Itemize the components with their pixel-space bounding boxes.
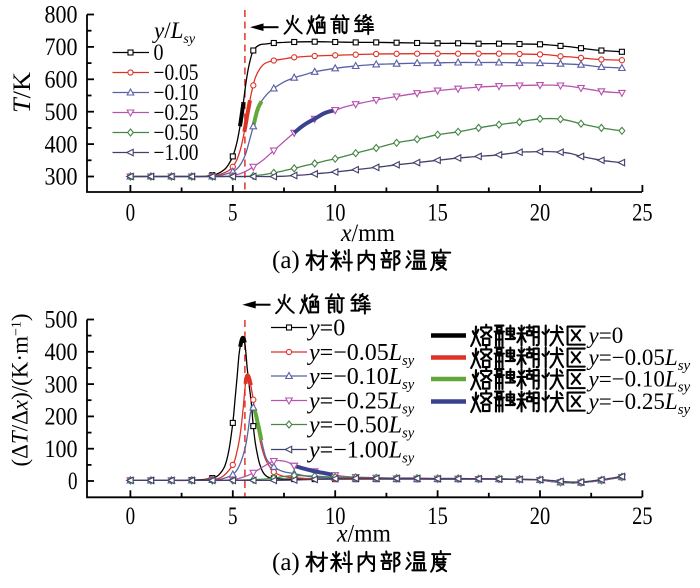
- svg-text:−0.10: −0.10: [154, 80, 199, 105]
- svg-text:−0.05: −0.05: [154, 60, 199, 85]
- svg-text:y=0: y=0: [307, 316, 345, 342]
- svg-text:(a): (a): [272, 247, 300, 274]
- svg-text:y=0: y=0: [587, 323, 624, 348]
- svg-text:5: 5: [228, 503, 238, 530]
- svg-text:y=−0.05Lsy: y=−0.05Lsy: [587, 345, 691, 374]
- svg-text:−0.25: −0.25: [154, 100, 199, 125]
- svg-text:25: 25: [632, 200, 653, 227]
- svg-text:10: 10: [325, 200, 346, 227]
- svg-text:20: 20: [530, 200, 551, 227]
- svg-text:T/K: T/K: [9, 72, 36, 113]
- svg-text:y=−0.25Lsy: y=−0.25Lsy: [587, 389, 691, 418]
- svg-text:15: 15: [427, 503, 448, 530]
- svg-text:(ΔT/Δx)/(K·m−1): (ΔT/Δx)/(K·m−1): [8, 313, 33, 466]
- svg-text:5: 5: [228, 200, 238, 227]
- svg-text:−0.50: −0.50: [154, 120, 199, 145]
- svg-text:200: 200: [45, 404, 78, 431]
- svg-text:0: 0: [126, 200, 136, 227]
- svg-text:0: 0: [126, 503, 136, 530]
- svg-text:600: 600: [45, 67, 78, 94]
- svg-text:0: 0: [68, 468, 78, 495]
- svg-text:y=−0.50Lsy: y=−0.50Lsy: [307, 413, 415, 442]
- svg-text:x/mm: x/mm: [340, 220, 395, 247]
- svg-text:20: 20: [530, 503, 551, 530]
- svg-text:400: 400: [45, 131, 78, 158]
- svg-text:y=−0.05Lsy: y=−0.05Lsy: [307, 340, 415, 369]
- svg-text:300: 300: [45, 371, 78, 398]
- svg-text:y=−0.25Lsy: y=−0.25Lsy: [307, 389, 415, 418]
- svg-text:800: 800: [45, 2, 78, 29]
- svg-text:300: 300: [45, 164, 78, 191]
- svg-text:15: 15: [427, 200, 448, 227]
- svg-text:10: 10: [325, 503, 346, 530]
- svg-text:25: 25: [632, 503, 653, 530]
- svg-text:500: 500: [45, 99, 78, 126]
- svg-text:y=−0.10Lsy: y=−0.10Lsy: [307, 364, 415, 393]
- svg-text:x/mm: x/mm: [336, 521, 391, 548]
- svg-text:(a): (a): [272, 549, 300, 576]
- svg-text:y=−1.00Lsy: y=−1.00Lsy: [307, 438, 415, 467]
- svg-text:500: 500: [45, 307, 78, 334]
- svg-text:0: 0: [154, 40, 164, 65]
- svg-text:700: 700: [45, 34, 78, 61]
- svg-text:100: 100: [45, 436, 78, 463]
- svg-text:400: 400: [45, 339, 78, 366]
- svg-text:y=−0.10Lsy: y=−0.10Lsy: [587, 367, 691, 396]
- svg-text:−1.00: −1.00: [154, 140, 199, 165]
